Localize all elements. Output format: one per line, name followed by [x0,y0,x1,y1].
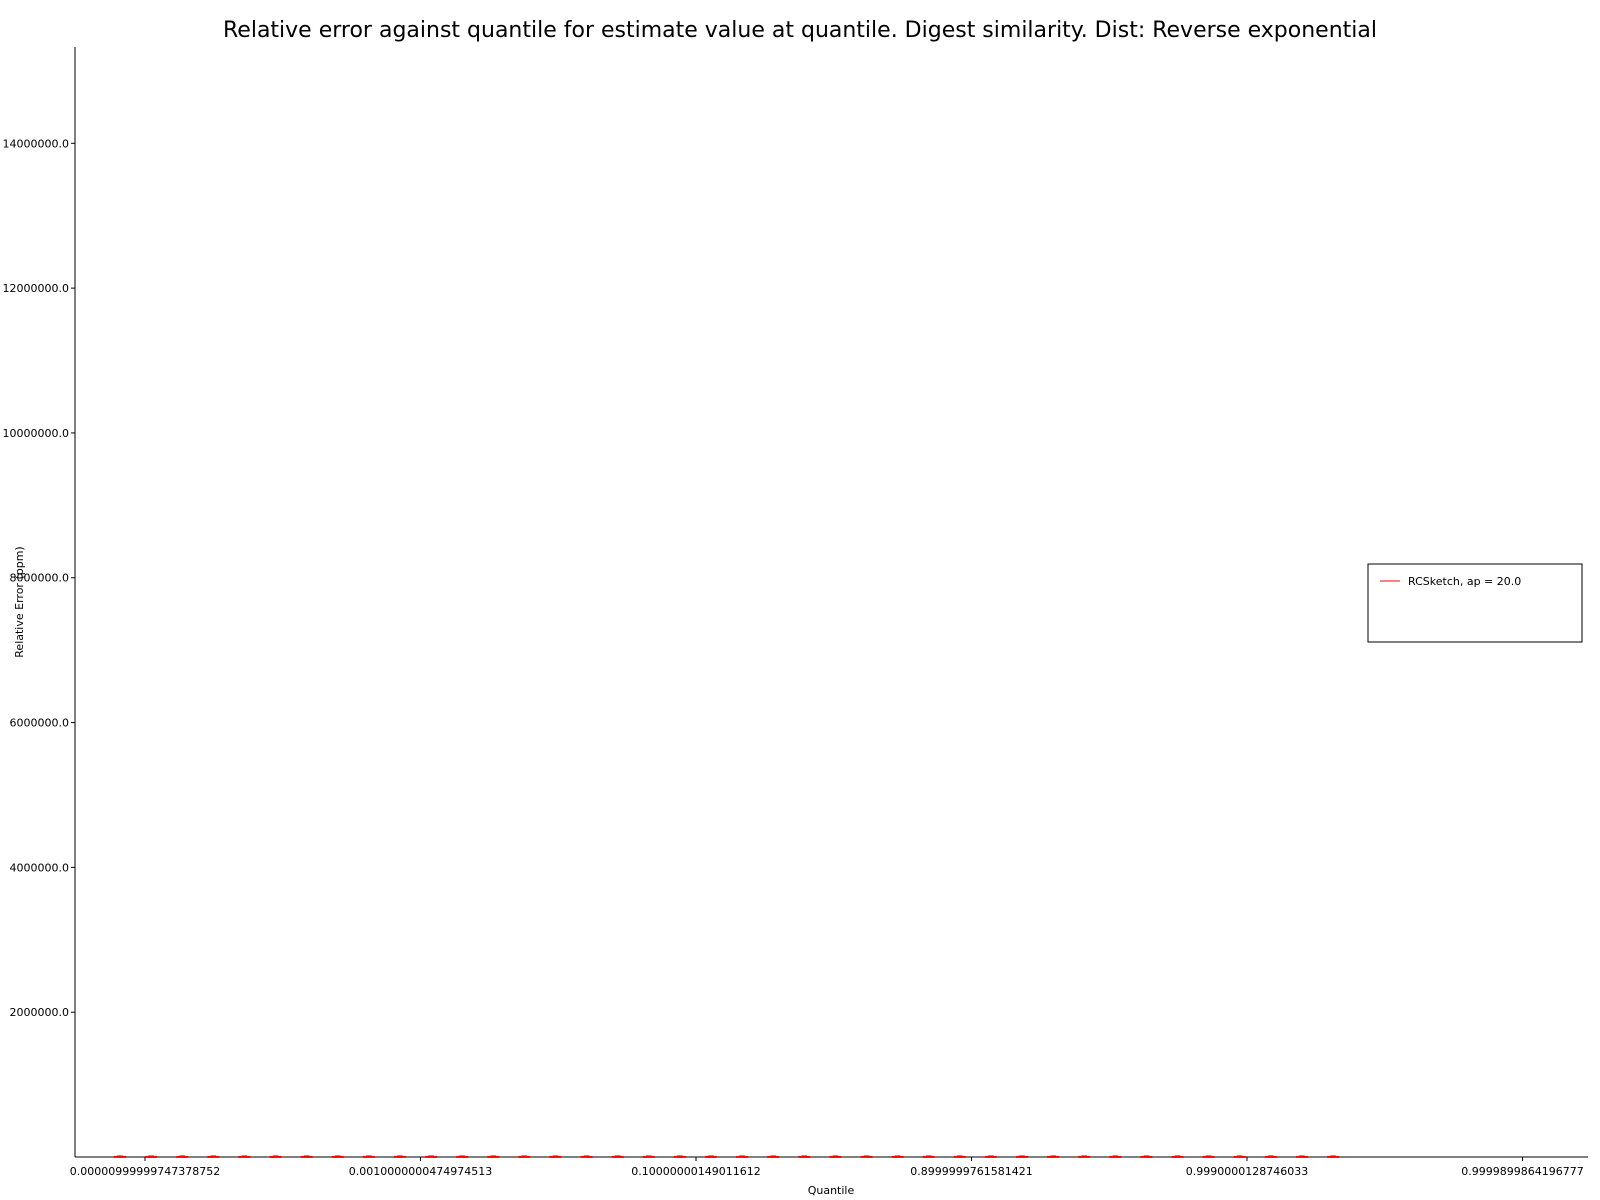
box-1-30 [1016,1155,1029,1158]
box-1-29 [984,1155,997,1158]
box-1-37 [1233,1155,1246,1158]
box-1-32 [1078,1155,1091,1158]
box-1-22 [767,1155,780,1158]
box-1-21 [736,1155,749,1158]
box-1-12 [456,1155,469,1158]
y-tick-label: 6000000.0 [10,717,70,730]
y-axis-ticks: 2000000.0 4000000.0 6000000.0 8000000.0 1000… [3,137,75,1019]
y-tick-label: 4000000.0 [10,861,70,874]
legend-frame [1367,563,1583,643]
box-1-10 [393,1155,406,1158]
box-1-6 [269,1155,282,1158]
box-1-39 [1295,1155,1308,1158]
box-1-24 [829,1155,842,1158]
y-tick-label: 2000000.0 [10,1006,70,1019]
box-1-40 [1327,1155,1340,1158]
x-tick-label: 0.9999899864196777 [1461,1165,1583,1178]
box-1-35 [1171,1155,1184,1158]
box-1-4 [207,1155,220,1158]
x-tick-label: 0.9990000128746033 [1186,1165,1308,1178]
box-1-1 [114,1155,126,1158]
box-1-33 [1109,1155,1122,1158]
box-1-15 [549,1155,562,1158]
y-tick-label: 8000000.0 [10,572,70,585]
box-1-31 [1047,1155,1060,1158]
x-axis-label: Quantile [808,1184,855,1197]
box-1-36 [1202,1155,1215,1158]
box-1-9 [362,1155,375,1158]
box-1-38 [1264,1155,1277,1158]
box-1-7 [300,1155,313,1158]
box-1-8 [331,1155,344,1158]
legend: RCSketch, ap = 20.0 [1367,563,1583,643]
box-1-19 [673,1155,686,1158]
box-plots [114,1155,1340,1158]
box-1-17 [611,1155,624,1158]
legend-label: RCSketch, ap = 20.0 [1408,575,1521,588]
box-1-5 [238,1155,251,1158]
box-1-16 [580,1155,593,1158]
box-1-2 [145,1155,158,1158]
box-1-14 [518,1155,531,1158]
x-tick-label: 0.0010000000474974513 [349,1165,492,1178]
box-1-28 [953,1155,966,1158]
box-1-23 [798,1155,811,1158]
x-tick-label: 0.10000000149011612 [631,1165,760,1178]
box-1-18 [642,1155,655,1158]
y-tick-label: 12000000.0 [3,282,69,295]
box-1-25 [860,1155,873,1158]
chart-title: Relative error against quantile for esti… [223,18,1377,43]
x-axis-ticks: 0.00000999999747378752 0.0010000000474974… [70,1157,1584,1178]
box-1-20 [704,1155,717,1158]
box-1-27 [922,1155,935,1158]
y-tick-label: 10000000.0 [3,427,69,440]
y-axis-label: Relative Error (ppm) [13,546,26,657]
x-tick-label: 0.8999999761581421 [910,1165,1032,1178]
x-tick-label: 0.00000999999747378752 [70,1165,220,1178]
box-1-26 [891,1155,904,1158]
box-1-13 [487,1155,500,1158]
box-1-34 [1140,1155,1153,1158]
box-1-11 [425,1155,438,1158]
y-tick-label: 14000000.0 [3,137,69,150]
box-1-3 [176,1155,189,1158]
